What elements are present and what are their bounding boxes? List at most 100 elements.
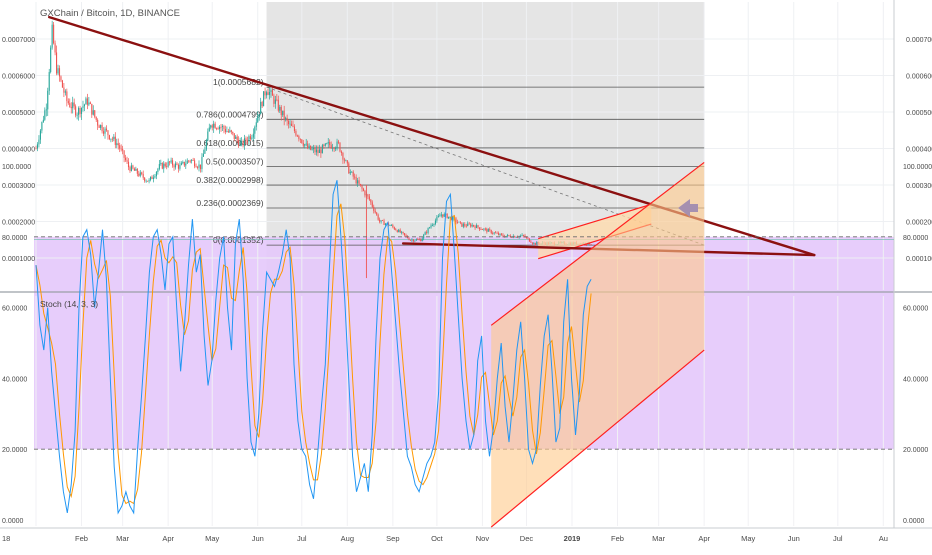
candle-body: [208, 127, 210, 132]
candle-body: [333, 147, 335, 149]
candle-body: [476, 225, 478, 229]
candle-body: [443, 214, 445, 217]
candle-body: [45, 109, 47, 111]
candle-body: [459, 221, 461, 223]
candle-body: [135, 168, 137, 171]
candle-body: [246, 140, 249, 142]
candle-body: [60, 76, 62, 81]
candle-body: [343, 159, 345, 161]
candle-body: [490, 230, 492, 234]
price-axis-label-right: 0.0006000: [906, 74, 932, 81]
candle-body: [320, 149, 322, 154]
candle-body: [330, 145, 332, 149]
candle-body: [210, 125, 212, 128]
candle-body: [379, 219, 381, 222]
x-axis-label: Nov: [476, 534, 490, 543]
candle-body: [323, 145, 325, 146]
candle-body: [180, 163, 182, 165]
candle-body: [236, 136, 238, 141]
candle-body: [314, 148, 316, 153]
candle-body: [448, 216, 450, 219]
candle-body: [452, 216, 454, 220]
candle-body: [219, 126, 221, 130]
candle-body: [56, 52, 58, 74]
candle-body: [496, 232, 498, 234]
candle-body: [207, 131, 209, 141]
candle-body: [202, 153, 204, 157]
price-axis-label-right: 0.0003000: [906, 183, 932, 190]
candle-body: [76, 114, 78, 116]
candle-body: [235, 136, 237, 139]
candle-body: [346, 160, 348, 164]
candle-body: [47, 90, 49, 110]
candle-body: [409, 239, 412, 241]
candle-body: [258, 114, 260, 117]
candle-body: [468, 223, 470, 225]
candle-body: [285, 117, 287, 120]
candle-body: [267, 92, 269, 95]
candle-body: [173, 165, 175, 168]
candle-body: [522, 235, 525, 236]
candle-body: [221, 126, 224, 127]
candle-body: [179, 164, 181, 169]
candle-body: [217, 128, 219, 130]
candle-body: [78, 108, 80, 115]
candle-body: [277, 99, 279, 111]
candle-body: [66, 91, 68, 102]
x-axis-label: May: [741, 534, 755, 543]
candle-body: [473, 224, 475, 227]
candle-body: [73, 102, 75, 107]
candle-body: [122, 148, 124, 151]
candle-body: [61, 80, 63, 88]
candle-body: [436, 217, 438, 221]
candle-body: [345, 160, 347, 162]
x-axis-label: May: [205, 534, 219, 543]
candle-body: [103, 131, 105, 134]
candle-body: [332, 147, 334, 149]
candle-body: [130, 165, 133, 171]
candle-body: [311, 148, 313, 150]
x-axis-label: Dec: [520, 534, 534, 543]
candle-body: [456, 221, 459, 223]
candle-body: [492, 233, 494, 234]
candle-body: [462, 224, 464, 227]
stoch-channel-upper: [490, 161, 705, 326]
x-axis-label: Sep: [386, 534, 399, 543]
x-axis-label: Jul: [833, 534, 843, 543]
candle-body: [424, 232, 426, 235]
candle-body: [302, 142, 304, 146]
candle-body: [525, 237, 528, 239]
candle-body: [110, 138, 112, 140]
candle-body: [82, 106, 84, 108]
candle-body: [401, 231, 403, 233]
price-channel-upper: [538, 203, 652, 240]
fib-level-label: 0.786(0.0004799): [196, 109, 263, 119]
candle-body: [176, 163, 178, 165]
candle-body: [305, 143, 307, 145]
candle-body: [486, 228, 488, 232]
candle-body: [117, 143, 119, 146]
candle-body: [455, 218, 457, 222]
candle-body: [196, 167, 199, 168]
x-axis-label: Au: [879, 534, 888, 543]
candle-body: [414, 240, 416, 242]
candle-body: [439, 215, 441, 217]
candle-body: [127, 161, 130, 168]
candle-body: [404, 233, 406, 236]
candle-body: [423, 234, 425, 239]
candle-body: [249, 136, 251, 140]
candle-body: [274, 99, 276, 104]
candle-body: [290, 123, 293, 126]
candle-body: [223, 126, 225, 130]
candle-body: [264, 91, 266, 96]
price-axis-label-left: 0.0007000: [2, 37, 35, 44]
x-axis-label: Feb: [75, 534, 88, 543]
fib-level-label: 1(0.0005682): [213, 77, 264, 87]
candle-body: [387, 223, 389, 226]
stoch-axis-label-left: 100.0000: [2, 164, 31, 171]
candle-body: [270, 90, 272, 92]
candle-body: [138, 173, 140, 176]
price-axis-label-right: 0.0002000: [906, 220, 932, 227]
